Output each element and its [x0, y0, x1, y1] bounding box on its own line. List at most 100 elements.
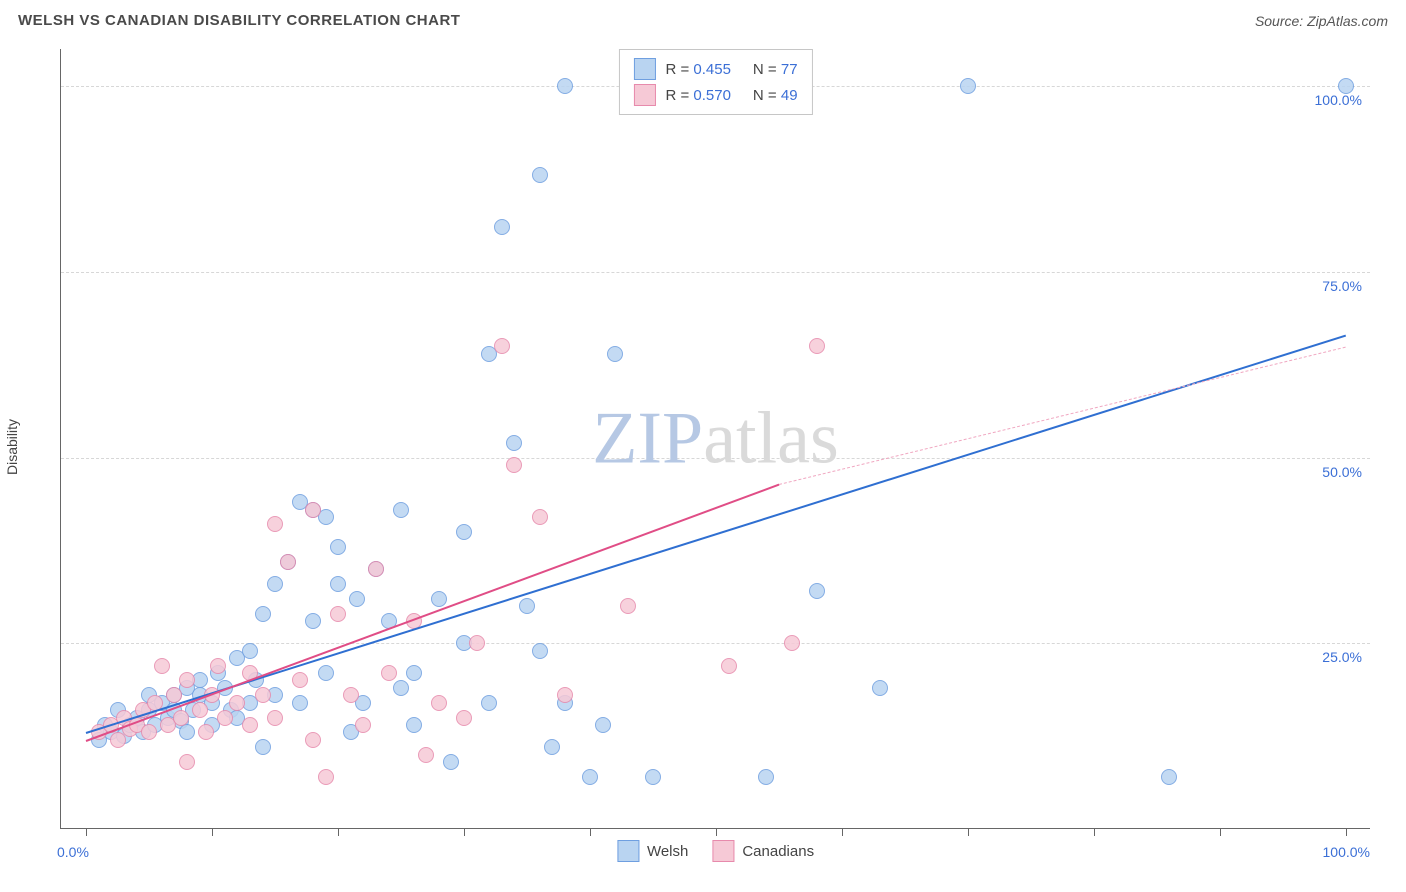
- welsh-point: [1338, 78, 1354, 94]
- x-tick-label-left: 0.0%: [57, 844, 89, 860]
- canadians-point: [255, 687, 271, 703]
- canadians-point: [456, 710, 472, 726]
- canadians-point: [431, 695, 447, 711]
- welsh-point: [406, 717, 422, 733]
- canadians-point: [494, 338, 510, 354]
- plot-area: ZIPatlas R = 0.455N = 77R = 0.570N = 49 …: [60, 49, 1370, 829]
- x-tick: [86, 828, 87, 836]
- x-tick: [842, 828, 843, 836]
- canadians-point: [809, 338, 825, 354]
- welsh-point: [809, 583, 825, 599]
- canadians-point: [166, 687, 182, 703]
- legend-swatch: [633, 58, 655, 80]
- welsh-point: [481, 695, 497, 711]
- welsh-point: [532, 167, 548, 183]
- x-tick: [212, 828, 213, 836]
- legend-series: Welsh Canadians: [617, 840, 814, 862]
- x-tick: [1094, 828, 1095, 836]
- y-axis-label: Disability: [4, 419, 20, 475]
- legend-stats-row: R = 0.570N = 49: [633, 82, 797, 108]
- x-tick: [1346, 828, 1347, 836]
- legend-stats-row: R = 0.455N = 77: [633, 56, 797, 82]
- welsh-point: [519, 598, 535, 614]
- canadians-point: [110, 732, 126, 748]
- gridline-h: [61, 458, 1370, 459]
- canadians-point: [179, 672, 195, 688]
- welsh-point: [242, 643, 258, 659]
- legend-label: Welsh: [647, 843, 688, 860]
- x-tick-label-right: 100.0%: [1323, 844, 1370, 860]
- canadians-point: [154, 658, 170, 674]
- canadians-point: [506, 457, 522, 473]
- welsh-point: [1161, 769, 1177, 785]
- canadians-point: [381, 665, 397, 681]
- canadians-point: [141, 724, 157, 740]
- welsh-trend-line: [86, 335, 1346, 734]
- canadians-point: [217, 710, 233, 726]
- canadians-point: [210, 658, 226, 674]
- welsh-point: [582, 769, 598, 785]
- y-tick-label: 100.0%: [1315, 92, 1362, 108]
- legend-swatch: [633, 84, 655, 106]
- watermark: ZIPatlas: [592, 396, 839, 481]
- canadians-point: [368, 561, 384, 577]
- welsh-point: [330, 539, 346, 555]
- x-tick: [716, 828, 717, 836]
- welsh-point: [960, 78, 976, 94]
- welsh-point: [872, 680, 888, 696]
- canadians-point: [179, 754, 195, 770]
- welsh-point: [393, 502, 409, 518]
- welsh-point: [406, 665, 422, 681]
- welsh-point: [506, 435, 522, 451]
- legend-item-canadians: Canadians: [712, 840, 814, 862]
- welsh-point: [532, 643, 548, 659]
- welsh-point: [431, 591, 447, 607]
- y-tick-label: 25.0%: [1322, 649, 1362, 665]
- canadians-point: [784, 635, 800, 651]
- canadians-point: [292, 672, 308, 688]
- welsh-point: [305, 613, 321, 629]
- canadians-point: [229, 695, 245, 711]
- canadians-point: [343, 687, 359, 703]
- canadians-point: [267, 516, 283, 532]
- legend-swatch: [712, 840, 734, 862]
- x-tick: [464, 828, 465, 836]
- welsh-point: [255, 606, 271, 622]
- canadians-point: [469, 635, 485, 651]
- canadians-point: [173, 710, 189, 726]
- x-tick: [1220, 828, 1221, 836]
- welsh-point: [318, 665, 334, 681]
- canadians-point: [267, 710, 283, 726]
- canadians-point: [198, 724, 214, 740]
- welsh-point: [443, 754, 459, 770]
- canadians-point: [305, 502, 321, 518]
- canadians-point: [355, 717, 371, 733]
- canadians-point: [418, 747, 434, 763]
- canadians-point: [620, 598, 636, 614]
- welsh-point: [645, 769, 661, 785]
- x-tick: [590, 828, 591, 836]
- gridline-h: [61, 643, 1370, 644]
- x-tick: [968, 828, 969, 836]
- legend-r: R = 0.570: [665, 87, 730, 104]
- legend-n: N = 77: [753, 61, 798, 78]
- canadians-point: [305, 732, 321, 748]
- legend-item-welsh: Welsh: [617, 840, 688, 862]
- gridline-h: [61, 272, 1370, 273]
- welsh-point: [255, 739, 271, 755]
- welsh-point: [557, 78, 573, 94]
- welsh-point: [758, 769, 774, 785]
- canadians-point: [280, 554, 296, 570]
- welsh-point: [456, 524, 472, 540]
- canadians-point: [532, 509, 548, 525]
- canadians-point: [330, 606, 346, 622]
- source-credit: Source: ZipAtlas.com: [1255, 13, 1388, 29]
- y-tick-label: 50.0%: [1322, 464, 1362, 480]
- welsh-point: [607, 346, 623, 362]
- canadians-point: [721, 658, 737, 674]
- page-title: WELSH VS CANADIAN DISABILITY CORRELATION…: [18, 12, 460, 29]
- welsh-point: [292, 695, 308, 711]
- canadians-point: [557, 687, 573, 703]
- welsh-point: [267, 576, 283, 592]
- canadians-point: [242, 717, 258, 733]
